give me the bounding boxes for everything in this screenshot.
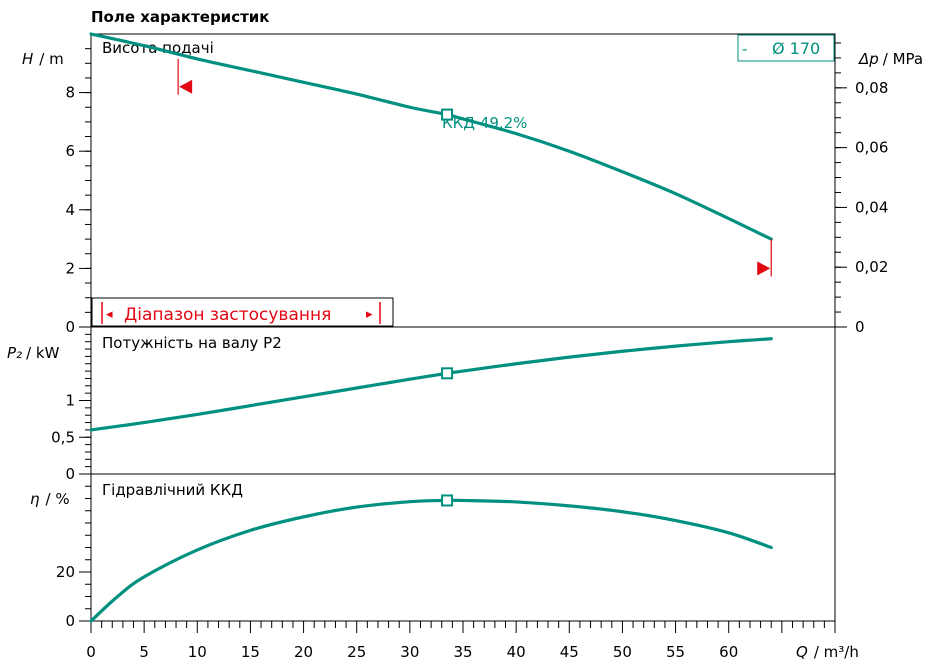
legend-label: Ø 170 bbox=[772, 39, 820, 58]
x-tick-label: 60 bbox=[719, 643, 738, 661]
application-range-box bbox=[91, 297, 394, 327]
curve-line bbox=[89, 32, 773, 241]
y-tick-label: 6 bbox=[65, 142, 75, 160]
curve-line bbox=[89, 498, 773, 623]
panel-label-efficiency: Гідравлічний ККД bbox=[102, 481, 243, 499]
operating-point-marker bbox=[441, 108, 454, 121]
y-tick-label: 0 bbox=[65, 612, 75, 630]
y2-tick-label: 0,04 bbox=[855, 198, 888, 216]
y-tick-label: 4 bbox=[65, 201, 75, 219]
x-tick-label: 45 bbox=[560, 643, 579, 661]
x-tick-label: 55 bbox=[666, 643, 685, 661]
range-right-marker: ▸ bbox=[366, 307, 373, 322]
x-axis-title: Q / m³/h bbox=[796, 643, 859, 661]
chart-marks: 0 5 10 15 20 25 30 35 40 45 50 55 600246800,020,040,… bbox=[51, 32, 888, 661]
y-tick-label: 20 bbox=[56, 563, 75, 581]
x-tick-label: 30 bbox=[400, 643, 419, 661]
x-tick-label: 35 bbox=[453, 643, 472, 661]
range-end-arrow bbox=[757, 261, 771, 276]
y-tick-label: 0 bbox=[65, 318, 75, 336]
x-tick-label: 5 bbox=[139, 643, 149, 661]
y-tick-label: 0 bbox=[65, 465, 75, 483]
y-tick-label: 8 bbox=[65, 84, 75, 102]
y-axis-title-efficiency: η / % bbox=[30, 490, 70, 508]
y2-tick-label: 0 bbox=[855, 318, 865, 336]
x-tick-label: 40 bbox=[507, 643, 526, 661]
legend-box bbox=[737, 34, 835, 62]
chart-title: Поле характеристик bbox=[91, 8, 269, 26]
y2-tick-label: 0,08 bbox=[855, 79, 888, 97]
range-left-marker: ◂ bbox=[106, 307, 113, 322]
x-tick-label: 0 bbox=[86, 643, 96, 661]
panel-label-power: Потужність на валу P2 bbox=[102, 334, 282, 352]
range-box-label: Діапазон застосування bbox=[124, 305, 331, 325]
x-tick-label: 50 bbox=[613, 643, 632, 661]
y-tick-label: 1 bbox=[65, 392, 75, 410]
y-axis-title-power: P₂ / kW bbox=[7, 344, 60, 362]
x-tick-label: 25 bbox=[347, 643, 366, 661]
legend-dash: - bbox=[742, 40, 747, 58]
range-start-arrow bbox=[179, 79, 193, 94]
panel-frame-head bbox=[90, 33, 836, 328]
x-tick-label: 20 bbox=[294, 643, 313, 661]
y2-tick-label: 0,02 bbox=[855, 258, 888, 276]
y-tick-label: 0,5 bbox=[51, 428, 75, 446]
y2-tick-label: 0,06 bbox=[855, 139, 888, 157]
x-tick-label: 10 bbox=[188, 643, 207, 661]
y-axis-title-head: H / m bbox=[22, 50, 64, 68]
curve-line bbox=[89, 337, 773, 432]
operating-point-marker bbox=[441, 494, 454, 507]
x-tick-label: 15 bbox=[241, 643, 260, 661]
y-tick-label: 2 bbox=[65, 259, 75, 277]
operating-point-marker bbox=[441, 367, 454, 380]
y2-axis-title: Δp / MPa bbox=[858, 50, 923, 68]
